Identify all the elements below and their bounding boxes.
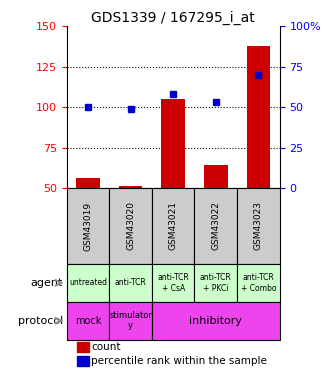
Text: GSM43022: GSM43022	[211, 201, 220, 250]
Text: percentile rank within the sample: percentile rank within the sample	[91, 356, 267, 366]
Bar	[162, 99, 185, 188]
Bar	[204, 165, 227, 188]
Text: stimulator
y: stimulator y	[109, 311, 152, 330]
Bar	[237, 188, 280, 264]
Title: GDS1339 / 167295_i_at: GDS1339 / 167295_i_at	[91, 11, 255, 25]
Text: GSM43020: GSM43020	[126, 201, 135, 250]
Text: agent: agent	[31, 278, 63, 288]
Text: anti-TCR
+ CsA: anti-TCR + CsA	[157, 273, 189, 292]
Bar	[67, 264, 109, 302]
Bar	[152, 264, 194, 302]
Bar	[67, 188, 109, 264]
Text: anti-TCR: anti-TCR	[115, 278, 147, 287]
Text: mock: mock	[75, 316, 101, 326]
Bar	[77, 356, 89, 366]
Text: inhibitory: inhibitory	[189, 316, 242, 326]
Bar	[247, 46, 270, 188]
Text: anti-TCR
+ Combo: anti-TCR + Combo	[241, 273, 276, 292]
Text: protocol: protocol	[18, 316, 63, 326]
Bar	[152, 188, 194, 264]
Bar	[67, 302, 109, 340]
Bar	[194, 264, 237, 302]
Text: anti-TCR
+ PKCi: anti-TCR + PKCi	[200, 273, 232, 292]
Bar	[76, 178, 100, 188]
Text: count: count	[91, 342, 121, 352]
Bar	[109, 302, 152, 340]
Text: untreated: untreated	[69, 278, 107, 287]
Bar	[77, 342, 89, 352]
Text: GSM43023: GSM43023	[254, 201, 263, 250]
Bar	[237, 264, 280, 302]
Text: GSM43021: GSM43021	[168, 201, 178, 250]
Bar	[194, 188, 237, 264]
Bar	[152, 302, 280, 340]
Text: GSM43019: GSM43019	[83, 201, 93, 250]
Bar	[109, 188, 152, 264]
Bar	[109, 264, 152, 302]
Bar	[119, 186, 142, 188]
